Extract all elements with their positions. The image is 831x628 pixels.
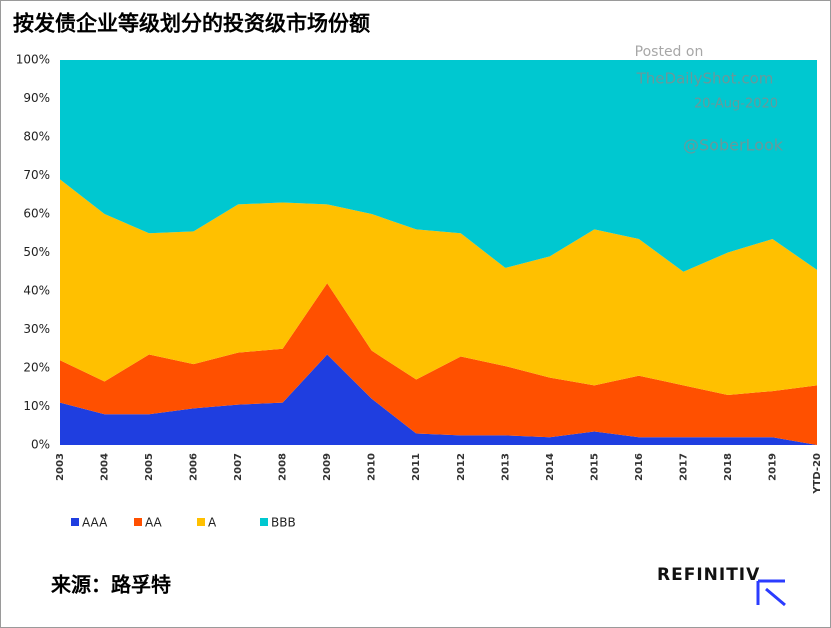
x-tick-label: 2009 <box>322 453 333 481</box>
x-tick-label: 2016 <box>634 453 645 481</box>
x-tick-label: 2003 <box>55 453 66 481</box>
x-tick-label: 2007 <box>233 453 244 481</box>
area <box>60 179 817 395</box>
legend-label: BBB <box>271 516 296 530</box>
y-tick-label: 80% <box>23 130 50 144</box>
area <box>60 283 817 445</box>
y-tick-label: 70% <box>23 168 50 182</box>
area <box>60 354 817 445</box>
y-tick-label: 20% <box>23 361 50 375</box>
watermark: TheDailyShot.com <box>636 70 774 88</box>
y-tick-label: 60% <box>23 207 50 221</box>
watermark: 20-Aug-2020 <box>694 97 778 112</box>
x-tick-label: 2018 <box>723 453 734 481</box>
legend-swatch <box>260 518 268 526</box>
x-tick-label: 2011 <box>411 453 422 481</box>
x-tick-label: 2008 <box>278 453 289 481</box>
x-tick-label: 2005 <box>144 453 155 481</box>
y-tick-label: 40% <box>23 284 50 298</box>
x-tick-label: 2013 <box>500 453 511 481</box>
x-tick-label: 2015 <box>589 453 600 481</box>
watermark: @SoberLook <box>683 136 784 155</box>
legend-label: A <box>208 516 217 530</box>
source: 来源：路孚特 <box>50 573 171 597</box>
area <box>60 60 817 272</box>
legend-swatch <box>197 518 205 526</box>
x-tick-label: 2010 <box>367 453 378 481</box>
watermark: Posted on <box>635 44 704 60</box>
x-tick-label: 2004 <box>100 453 111 481</box>
legend-swatch <box>134 518 142 526</box>
chart-title: 按发债企业等级划分的投资级市场份额 <box>13 11 370 36</box>
logo-icon <box>756 579 786 607</box>
x-tick-label: 2017 <box>678 453 689 481</box>
legend-label: AAA <box>82 516 108 530</box>
y-tick-label: 0% <box>31 438 50 452</box>
legend-swatch <box>71 518 79 526</box>
x-tick-label: 2014 <box>545 453 556 481</box>
legend-label: AA <box>145 516 163 530</box>
y-tick-label: 10% <box>23 399 50 413</box>
x-tick-label: 2012 <box>456 453 467 481</box>
y-tick-label: 50% <box>23 245 50 259</box>
x-tick-label: 2006 <box>189 453 200 481</box>
x-tick-label: YTD-20 <box>812 453 823 495</box>
x-tick-label: 2019 <box>767 453 778 481</box>
logo: REFINITIV <box>657 565 760 585</box>
y-tick-label: 30% <box>23 322 50 336</box>
y-tick-label: 90% <box>23 91 50 105</box>
y-tick-label: 100% <box>16 53 50 67</box>
